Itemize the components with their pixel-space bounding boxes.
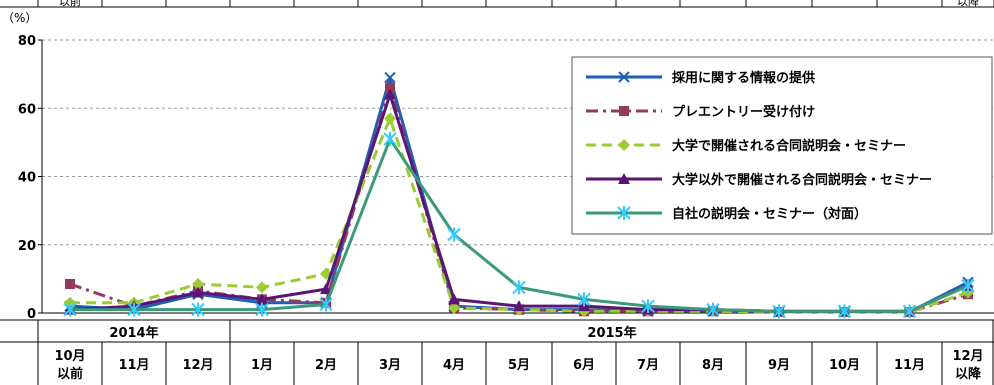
category-label: 4月 — [443, 358, 465, 373]
unit-label: （%） — [2, 11, 37, 25]
data-point — [320, 283, 332, 295]
data-point — [65, 278, 75, 289]
data-point — [619, 106, 629, 116]
data-point — [618, 71, 630, 83]
data-point — [256, 293, 268, 305]
category-label: 以前 — [57, 366, 83, 382]
category-label: 7月 — [637, 358, 659, 373]
data-point — [448, 293, 460, 305]
data-point — [617, 206, 631, 220]
category-label: 1月 — [251, 358, 273, 373]
year-label: 2014年 — [109, 325, 158, 341]
category-label: 10月 — [829, 358, 860, 373]
data-point — [512, 280, 526, 295]
legend-label: プレエントリー受け付け — [672, 104, 815, 120]
data-point — [385, 82, 395, 93]
category-label: 12月 — [952, 349, 983, 364]
category-label: 10月 — [54, 349, 85, 364]
y-tick-label: 40 — [18, 171, 36, 186]
data-point — [447, 227, 461, 242]
year-label: 2015年 — [587, 325, 636, 341]
legend-label: 採用に関する情報の提供 — [672, 70, 815, 86]
category-label: 9月 — [768, 358, 790, 373]
y-tick-label: 0 — [27, 307, 36, 322]
data-point — [513, 300, 525, 312]
data-point — [577, 292, 591, 307]
legend-item: プレエントリー受け付け — [586, 104, 815, 120]
data-point — [961, 278, 975, 293]
legend-label: 大学以外で開催される合同説明会・セミナー — [672, 172, 932, 188]
top-strip-label: 以前 — [59, 0, 81, 8]
legend-item: 大学以外で開催される合同説明会・セミナー — [586, 172, 932, 188]
data-point — [706, 302, 720, 317]
category-label: 11月 — [118, 358, 149, 373]
data-point — [384, 88, 396, 100]
data-point — [384, 112, 396, 125]
legend-item: 大学で開催される合同説明会・セミナー — [586, 138, 906, 154]
data-point — [192, 277, 204, 290]
legend: 採用に関する情報の提供プレエントリー受け付け大学で開催される合同説明会・セミナー… — [571, 56, 993, 235]
data-point — [618, 139, 630, 151]
data-point — [127, 302, 141, 317]
series-5 — [63, 131, 975, 319]
data-point — [383, 131, 397, 146]
y-tick-label: 20 — [18, 239, 36, 254]
top-strip-table: 以前 以降 — [0, 0, 994, 8]
data-point — [256, 281, 268, 294]
data-point — [191, 302, 205, 317]
category-label: 以降 — [955, 366, 982, 382]
series-group — [63, 71, 975, 319]
legend-item: 採用に関する情報の提供 — [586, 70, 815, 86]
data-point — [255, 302, 269, 317]
data-point — [772, 304, 786, 319]
category-label: 2月 — [315, 358, 337, 373]
category-label: 8月 — [702, 358, 724, 373]
data-point — [618, 173, 630, 184]
data-point — [641, 299, 655, 314]
legend-label: 自社の説明会・セミナー（対面） — [672, 206, 867, 222]
category-label: 3月 — [379, 358, 401, 373]
top-strip-label: 以降 — [957, 0, 979, 8]
y-tick-label: 80 — [18, 34, 36, 49]
data-point — [902, 304, 917, 319]
legend-label: 大学で開催される合同説明会・セミナー — [672, 138, 906, 154]
data-point — [837, 304, 852, 319]
category-label: 5月 — [508, 358, 530, 373]
y-tick-label: 60 — [18, 102, 36, 117]
data-point — [448, 301, 460, 314]
data-point — [192, 286, 204, 298]
legend-item: 自社の説明会・セミナー（対面） — [586, 206, 867, 222]
data-point — [384, 71, 396, 84]
data-point — [319, 297, 333, 312]
category-label: 12月 — [182, 358, 213, 373]
category-label: 11月 — [894, 358, 925, 373]
category-label: 6月 — [573, 358, 595, 373]
data-point — [63, 302, 77, 317]
